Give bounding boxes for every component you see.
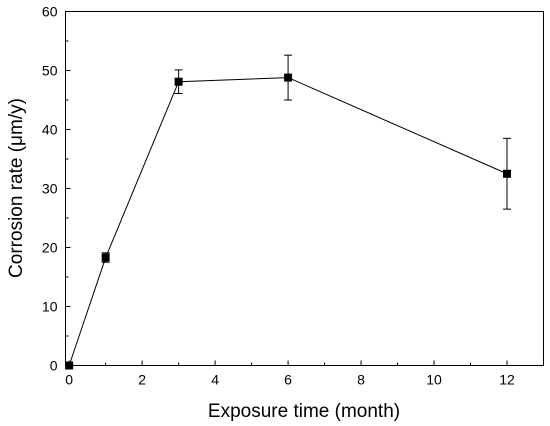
- x-tick-label: 0: [65, 372, 73, 388]
- x-tick-label: 8: [357, 372, 365, 388]
- data-point: [65, 361, 74, 370]
- data-point: [284, 73, 293, 82]
- x-tick-label: 4: [211, 372, 219, 388]
- y-tick-label: 20: [42, 240, 58, 256]
- data-point: [101, 253, 110, 262]
- y-tick-label: 10: [42, 299, 58, 315]
- y-tick-label: 40: [42, 122, 58, 138]
- y-axis-title: Corrosion rate (μm/y): [6, 98, 27, 278]
- plot-area: 0 2 4 6 8 10 12 0 10 20 30 40 50 60: [42, 4, 544, 388]
- y-tick-label: 60: [42, 4, 58, 20]
- plot-frame: [65, 11, 544, 366]
- y-tick-label: 30: [42, 181, 58, 197]
- y-tick-label: 0: [50, 358, 58, 374]
- series-layer: [65, 54, 512, 370]
- y-axis: 0 10 20 30 40 50 60: [42, 4, 71, 374]
- x-axis: 0 2 4 6 8 10 12: [65, 360, 515, 388]
- data-point: [174, 77, 183, 86]
- y-tick-label: 50: [42, 63, 58, 79]
- data-point: [503, 169, 512, 178]
- x-tick-label: 2: [138, 372, 146, 388]
- x-tick-label: 10: [426, 372, 442, 388]
- x-axis-title: Exposure time (month): [208, 401, 400, 422]
- x-tick-label: 12: [499, 372, 515, 388]
- x-tick-label: 6: [284, 372, 292, 388]
- series-line: [68, 77, 508, 366]
